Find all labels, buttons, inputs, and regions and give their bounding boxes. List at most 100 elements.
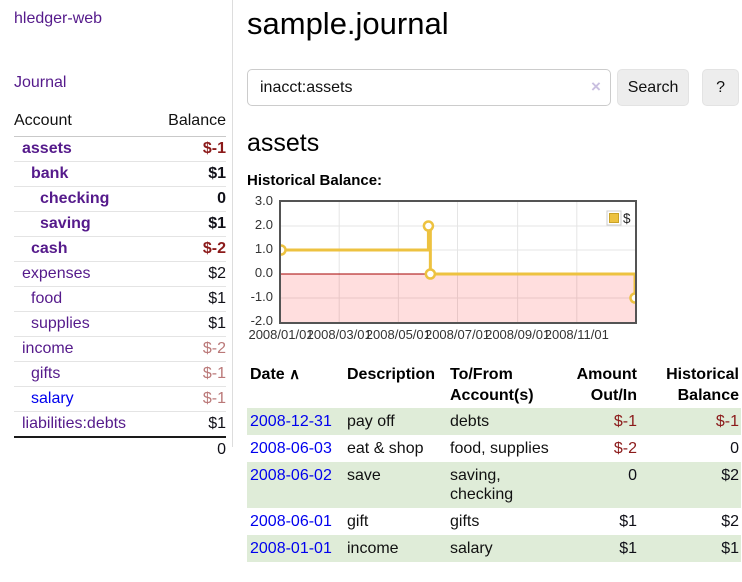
account-row: assets $-1	[14, 136, 226, 162]
txn-amount: $-1	[613, 413, 637, 430]
txn-accounts: salary	[450, 540, 493, 557]
chart-x-axis: 2008/01/01 2008/03/01 2008/05/01 2008/07/01…	[248, 327, 635, 343]
txn-accounts: gifts	[450, 513, 480, 530]
x-axis-label: 2008/09/01	[485, 327, 551, 342]
x-axis-label: 2008/05/01	[365, 327, 431, 342]
search-button[interactable]: Search	[616, 69, 690, 106]
column-header-description[interactable]: Description	[347, 366, 436, 383]
data-point	[424, 268, 437, 280]
txn-amount: 0	[628, 467, 637, 484]
account-link[interactable]: liabilities:debts	[22, 415, 127, 432]
y-axis-label: -1.0	[250, 289, 273, 304]
account-link[interactable]: income	[22, 340, 74, 357]
txn-description: income	[347, 540, 399, 557]
txn-balance: $1	[721, 540, 739, 557]
search-input[interactable]	[247, 69, 611, 106]
txn-amount: $1	[619, 540, 637, 557]
column-header-accounts[interactable]: To/From Account(s)	[450, 366, 534, 404]
chart-legend-label: $	[623, 211, 631, 226]
txn-amount: $-2	[613, 440, 637, 457]
data-point	[422, 220, 435, 232]
clear-search-icon[interactable]: ×	[590, 77, 601, 96]
txn-balance: $2	[721, 467, 739, 484]
accounts-tbody: assets $-1 bank $1 checking 0 saving $1 cash $-2 e…	[14, 136, 226, 438]
txn-balance: $-1	[715, 413, 739, 430]
column-header-date[interactable]: Date ∧	[250, 366, 301, 383]
data-point	[629, 292, 635, 304]
txn-date-link[interactable]: 2008-06-01	[250, 513, 332, 530]
txn-balance: 0	[730, 440, 739, 457]
txn-description: gift	[347, 513, 369, 530]
txn-balance: $2	[721, 513, 739, 530]
txn-description: pay off	[347, 413, 395, 430]
txn-row: 2008-06-01 gift gifts $1 $2	[247, 508, 741, 535]
account-link[interactable]: food	[31, 290, 63, 307]
chart-y-axis: 3.0 2.0 1.0 0.0 -1.0 -2.0	[247, 193, 275, 328]
x-axis-label: 2008/01/01	[248, 327, 314, 342]
account-link[interactable]: checking	[40, 190, 110, 207]
account-row: supplies $1	[14, 311, 226, 337]
account-balance: 0	[153, 186, 226, 212]
account-row: bank $1	[14, 161, 226, 187]
txn-accounts: food, supplies	[450, 440, 549, 457]
register-tbody: 2008-12-31 pay off debts $-1 $-1 2008-06-03 ea…	[247, 408, 741, 562]
account-row: salary $-1	[14, 386, 226, 412]
chart-plot-area: $	[279, 200, 637, 324]
accounts-total-value: 0	[153, 436, 226, 462]
account-row: gifts $-1	[14, 361, 226, 387]
account-link[interactable]: gifts	[31, 365, 61, 382]
txn-description: eat & shop	[347, 440, 424, 457]
account-balance: $-1	[153, 136, 226, 162]
txn-amount: $1	[619, 513, 637, 530]
txn-accounts: debts	[450, 413, 490, 430]
chart-title: Historical Balance:	[247, 172, 383, 189]
account-link[interactable]: assets	[22, 140, 72, 157]
help-button[interactable]: ?	[702, 69, 739, 106]
y-axis-label: 0.0	[254, 265, 273, 280]
txn-accounts: saving, checking	[450, 467, 514, 503]
txn-date-link[interactable]: 2008-12-31	[250, 413, 332, 430]
balance-chart: 3.0 2.0 1.0 0.0 -1.0 -2.0 $ 2008/01/01 2008/03…	[247, 193, 739, 344]
brand-link[interactable]: hledger-web	[14, 10, 103, 27]
account-balance: $1	[153, 411, 226, 438]
search-bar: × Search ?	[247, 69, 739, 106]
account-row: food $1	[14, 286, 226, 312]
column-header-balance[interactable]: Historical Balance	[666, 366, 739, 404]
y-axis-label: 2.0	[254, 217, 273, 232]
accounts-header-account: Account	[14, 110, 154, 137]
account-balance: $-2	[153, 236, 226, 262]
txn-date-link[interactable]: 2008-06-03	[250, 440, 332, 457]
chart-svg: $	[281, 202, 635, 322]
account-row: liabilities:debts $1	[14, 411, 226, 438]
page-title: sample.journal	[247, 6, 449, 41]
txn-row: 2008-12-31 pay off debts $-1 $-1	[247, 408, 741, 435]
accounts-table: Account Balance assets $-1 bank $1 checking 0…	[14, 110, 226, 462]
account-link[interactable]: expenses	[22, 265, 91, 282]
account-balance: $1	[153, 286, 226, 312]
account-row: checking 0	[14, 186, 226, 212]
account-row: income $-2	[14, 336, 226, 362]
account-link[interactable]: saving	[40, 215, 91, 232]
account-link[interactable]: supplies	[31, 315, 90, 332]
account-balance: $1	[153, 311, 226, 337]
txn-date-link[interactable]: 2008-06-02	[250, 467, 332, 484]
txn-description: save	[347, 467, 381, 484]
txn-date-link[interactable]: 2008-01-01	[250, 540, 332, 557]
main-content: sample.journal × Search ? assets Histori…	[247, 0, 741, 562]
account-row: cash $-2	[14, 236, 226, 262]
nav-journal-link[interactable]: Journal	[14, 74, 67, 91]
y-axis-label: -2.0	[250, 313, 273, 328]
account-balance: $-1	[153, 361, 226, 387]
account-link[interactable]: cash	[31, 240, 68, 257]
account-link[interactable]: salary	[31, 390, 74, 407]
chart-legend-swatch	[609, 213, 619, 223]
account-link[interactable]: bank	[31, 165, 69, 182]
column-header-amount[interactable]: Amount Out/In	[576, 366, 637, 404]
y-axis-label: 3.0	[254, 193, 273, 208]
account-heading: assets	[247, 129, 320, 157]
data-point	[281, 244, 287, 256]
accounts-header-balance: Balance	[153, 110, 226, 137]
account-balance: $2	[153, 261, 226, 287]
accounts-total-row: 0	[14, 436, 226, 462]
sidebar: hledger-web Journal Account Balance asse…	[0, 0, 233, 462]
